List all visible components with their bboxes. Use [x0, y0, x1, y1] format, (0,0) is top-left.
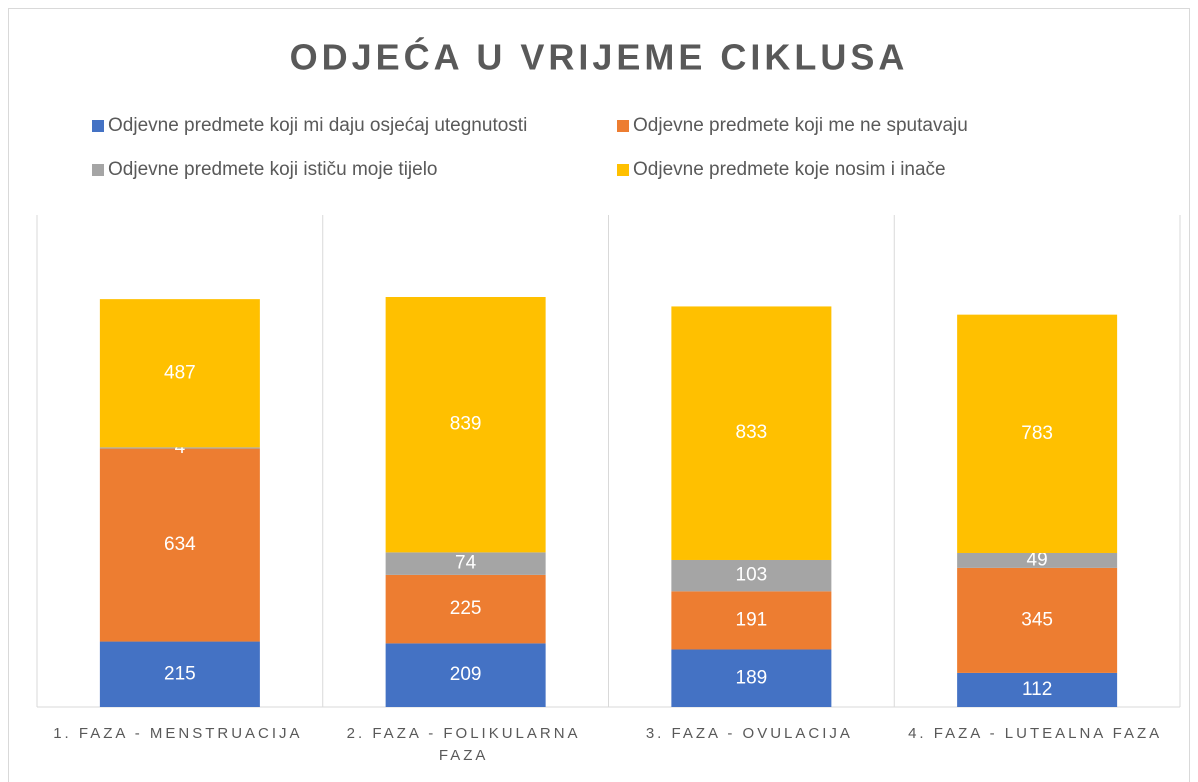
- bar-segment: [957, 672, 1118, 707]
- x-tick-label: 1. FAZA - MENSTRUACIJA: [53, 725, 303, 742]
- x-tick-label: 2. FAZA - FOLIKULARNA FAZA: [346, 725, 581, 764]
- data-label: 634: [164, 534, 196, 555]
- data-label: 49: [1027, 549, 1048, 570]
- data-label: 4: [175, 437, 186, 458]
- legend-marker: [617, 164, 629, 176]
- data-label: 783: [1021, 423, 1053, 444]
- bar-segment: [671, 649, 832, 707]
- bar-segment: [99, 448, 260, 642]
- data-label: 189: [736, 667, 768, 688]
- data-label: 225: [450, 598, 482, 619]
- chart-title: ODJEĆA U VRIJEME CIKLUSA: [290, 36, 909, 78]
- legend-label: Odjevne predmete koji mi daju osjećaj ut…: [108, 115, 527, 136]
- x-tick-label: 4. FAZA - LUTEALNA FAZA: [908, 725, 1163, 742]
- bar-segment: [671, 306, 832, 560]
- data-label: 833: [736, 422, 768, 443]
- data-label: 215: [164, 663, 196, 684]
- data-label: 487: [164, 362, 196, 383]
- bar-segment: [957, 314, 1118, 553]
- bar-segment: [671, 591, 832, 650]
- data-label: 191: [736, 609, 768, 630]
- data-label: 112: [1022, 679, 1052, 700]
- bar-segment: [385, 574, 546, 644]
- bar-segment: [385, 643, 546, 707]
- data-label: 74: [455, 553, 477, 574]
- data-label: 209: [450, 664, 482, 685]
- legend-marker: [92, 164, 104, 176]
- legend-label: Odjevne predmete koje nosim i inače: [633, 159, 946, 180]
- legend-label: Odjevne predmete koji me ne sputavaju: [633, 115, 968, 136]
- legend-marker: [92, 120, 104, 132]
- bar-segment: [671, 559, 832, 592]
- legend-label: Odjevne predmete koji ističu moje tijelo: [108, 159, 438, 180]
- legend-marker: [617, 120, 629, 132]
- bar-segment: [385, 297, 546, 553]
- bar-segment: [957, 567, 1118, 673]
- data-label: 839: [450, 414, 482, 435]
- bar-segment: [99, 299, 260, 448]
- bar-segment: [99, 641, 260, 707]
- bar-segment: [99, 447, 260, 449]
- bar-segment: [385, 552, 546, 575]
- bar-segment: [957, 552, 1118, 568]
- x-tick-label: 3. FAZA - OVULACIJA: [645, 725, 853, 742]
- data-label: 345: [1021, 609, 1053, 630]
- data-label: 103: [736, 565, 768, 586]
